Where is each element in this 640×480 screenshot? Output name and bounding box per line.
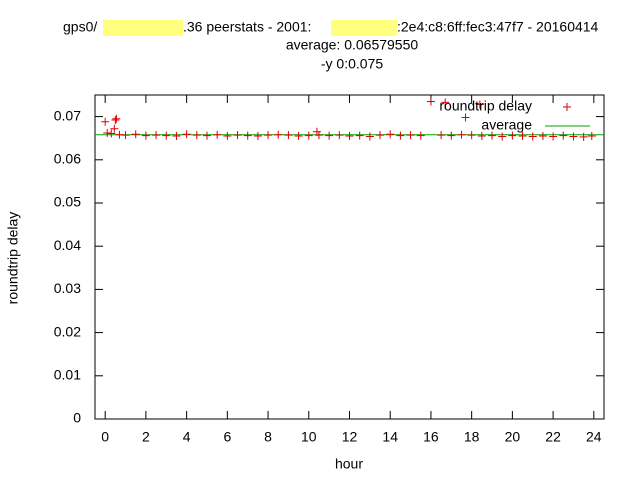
point [192,131,201,140]
y-tick-label: 0.03 [54,280,81,296]
point [518,132,527,141]
point [467,131,476,140]
point [304,131,313,140]
point [335,131,344,140]
point [477,132,486,141]
point [182,130,191,139]
x-tick-label: 12 [342,429,358,445]
point [587,132,596,141]
x-tick-label: 18 [464,429,480,445]
point [386,130,395,139]
title-part: :2e4:c8:6ff:fec3:47f7 - 20160414 [397,19,599,35]
point [162,131,171,140]
y-axis-label: roundtrip delay [5,212,21,305]
subtitle: -y 0:0.075 [321,56,383,72]
point [112,114,121,123]
point [426,97,435,106]
point [475,100,484,109]
title-part: .36 peerstats - 2001: [183,19,311,35]
y-tick-label: 0 [73,410,81,426]
point [345,132,354,141]
point [365,132,374,141]
point [569,132,578,141]
point [437,131,446,140]
y-tick-label: 0.01 [54,367,81,383]
x-tick-label: 24 [586,429,602,445]
x-tick-label: 10 [301,429,317,445]
point [264,131,273,140]
point [406,131,415,140]
point [294,132,303,141]
point [233,131,242,140]
legend-label: average [481,117,532,133]
x-tick-label: 8 [264,429,272,445]
redaction [103,20,183,36]
point [457,130,466,139]
point [396,131,405,140]
point [376,131,385,140]
y-tick-label: 0.04 [54,237,81,253]
point [223,132,232,141]
point [110,124,119,133]
subtitle: average: 0.06579550 [286,37,419,53]
point [172,132,181,141]
point [488,131,497,140]
point [274,130,283,139]
point [447,131,456,140]
point [416,131,425,140]
point [312,127,321,136]
point [202,131,211,140]
legend-marker [563,103,571,111]
x-tick-label: 22 [545,429,561,445]
x-tick-label: 16 [423,429,439,445]
y-tick-label: 0.06 [54,151,81,167]
legend-label: roundtrip delay [439,98,532,114]
point [284,131,293,140]
y-tick-label: 0.02 [54,323,81,339]
point [355,131,364,140]
x-tick-label: 20 [505,429,521,445]
point [213,130,222,139]
point [498,132,507,141]
point [528,132,537,141]
x-tick-label: 14 [382,429,398,445]
point [141,131,150,140]
redaction [331,20,397,36]
point [253,132,262,141]
point [508,131,517,140]
point [111,116,120,125]
y-tick-label: 0.05 [54,194,81,210]
x-axis-label: hour [335,456,363,472]
x-tick-label: 2 [142,429,150,445]
point [461,113,470,122]
point [121,131,130,140]
point [538,132,547,141]
point [107,129,116,138]
point [101,117,110,126]
x-tick-label: 6 [223,429,231,445]
point [559,131,568,140]
y-tick-label: 0.07 [54,107,81,123]
point [131,130,140,139]
point [549,132,558,141]
point [243,131,252,140]
point [325,131,334,140]
title-part: gps0/ [63,19,97,35]
point [441,98,450,107]
x-tick-label: 4 [183,429,191,445]
point [579,132,588,141]
point [152,131,161,140]
x-tick-label: 0 [101,429,109,445]
point [314,131,323,140]
